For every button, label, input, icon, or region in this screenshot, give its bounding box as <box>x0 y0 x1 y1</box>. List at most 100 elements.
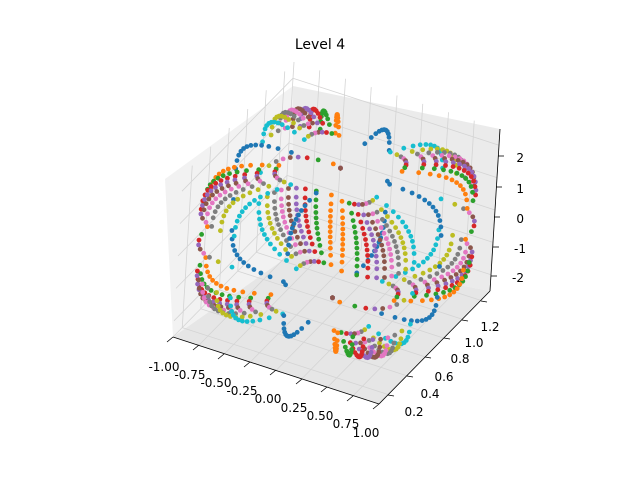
scatter-point <box>319 129 325 135</box>
scatter-point <box>328 252 333 258</box>
scatter-point <box>253 309 258 315</box>
scatter-point <box>373 226 378 232</box>
scatter-point <box>313 197 319 203</box>
scatter-point <box>334 338 340 343</box>
scatter-point <box>205 269 211 275</box>
scatter-point <box>435 287 441 293</box>
x-tick: 0.00 <box>255 369 281 406</box>
scatter-point <box>215 204 221 210</box>
scatter-point <box>408 233 414 239</box>
scatter-point <box>399 328 405 334</box>
y-tick-label: 0.6 <box>434 370 453 384</box>
scatter-point <box>280 232 286 238</box>
scatter-point <box>406 229 411 234</box>
scatter-point <box>434 146 440 152</box>
scatter-point <box>301 123 307 128</box>
scatter-point <box>457 281 463 287</box>
scatter-point <box>306 248 312 254</box>
scatter-point <box>390 345 395 351</box>
scatter-point <box>239 209 245 215</box>
scatter-point <box>402 251 408 256</box>
scatter-point <box>410 238 415 244</box>
scatter-point <box>231 287 237 293</box>
scatter-point <box>449 177 455 183</box>
scatter-point <box>361 231 367 237</box>
scatter-point <box>328 262 334 268</box>
scatter-point <box>248 162 254 168</box>
scatter-point <box>471 223 477 229</box>
scatter-point <box>273 308 279 314</box>
scatter-point <box>360 226 366 231</box>
scatter-point <box>269 226 275 231</box>
scatter-point <box>330 295 335 301</box>
grid-line <box>256 251 463 320</box>
scatter-point <box>433 159 439 164</box>
scatter-point <box>307 197 312 203</box>
scatter-point <box>455 158 461 163</box>
scatter-point <box>340 231 346 237</box>
scatter-point <box>261 181 266 187</box>
scatter-point <box>327 219 333 225</box>
scatter-point <box>389 219 395 225</box>
scatter-point <box>328 208 333 214</box>
scatter-point <box>403 224 409 230</box>
scatter-point <box>284 258 289 263</box>
scatter-point <box>266 163 272 169</box>
grid-line <box>327 273 439 388</box>
scatter-point <box>201 295 207 301</box>
scatter-point <box>268 292 274 297</box>
scatter-point <box>291 120 296 126</box>
scatter-point <box>264 236 270 242</box>
scatter-point <box>223 312 229 318</box>
scatter-point <box>369 345 375 350</box>
scatter-point <box>276 222 281 228</box>
scatter-point <box>370 237 376 243</box>
scatter-point <box>301 234 306 240</box>
scatter-point <box>293 194 299 200</box>
scatter-point <box>356 202 362 208</box>
scatter-point <box>285 125 290 131</box>
scatter-point <box>275 120 281 126</box>
scatter-point <box>341 339 346 344</box>
scatter-point <box>240 289 246 295</box>
scatter-point <box>463 236 468 242</box>
scatter-point <box>213 196 219 202</box>
scatter-point <box>379 242 385 248</box>
scatter-point <box>331 328 337 333</box>
scatter-point <box>438 196 444 202</box>
scatter-point <box>282 114 288 120</box>
scatter-point <box>450 268 456 274</box>
scatter-point <box>374 259 380 265</box>
scatter-point <box>355 212 361 217</box>
scatter-point <box>266 144 272 149</box>
scatter-point <box>288 182 294 188</box>
scatter-point <box>468 245 473 251</box>
grid-line <box>219 289 426 358</box>
scatter-point <box>411 260 417 265</box>
scatter-point <box>394 152 400 158</box>
scatter-point <box>392 239 397 244</box>
scatter-point <box>427 171 433 177</box>
scatter-point <box>227 171 232 177</box>
x-tick: 0.50 <box>307 386 333 423</box>
scatter-point <box>382 209 388 215</box>
scatter-point <box>441 167 446 173</box>
scatter-point <box>377 237 383 243</box>
scatter-point <box>429 297 434 303</box>
scatter-point <box>447 287 453 293</box>
scatter-point <box>384 223 389 228</box>
scatter-point <box>286 201 291 207</box>
scatter-point <box>237 256 243 262</box>
scatter-point <box>285 251 291 257</box>
scatter-point <box>319 250 324 256</box>
scatter-point <box>390 209 396 215</box>
scatter-point <box>328 245 333 251</box>
scatter-point <box>394 294 400 300</box>
scatter-point <box>279 209 285 214</box>
x-tick: -0.25 <box>226 361 258 398</box>
scatter-point <box>215 259 221 265</box>
scatter-point <box>340 242 346 247</box>
scatter-point <box>205 192 210 198</box>
scatter-point <box>368 135 374 140</box>
scatter-point <box>470 198 476 204</box>
